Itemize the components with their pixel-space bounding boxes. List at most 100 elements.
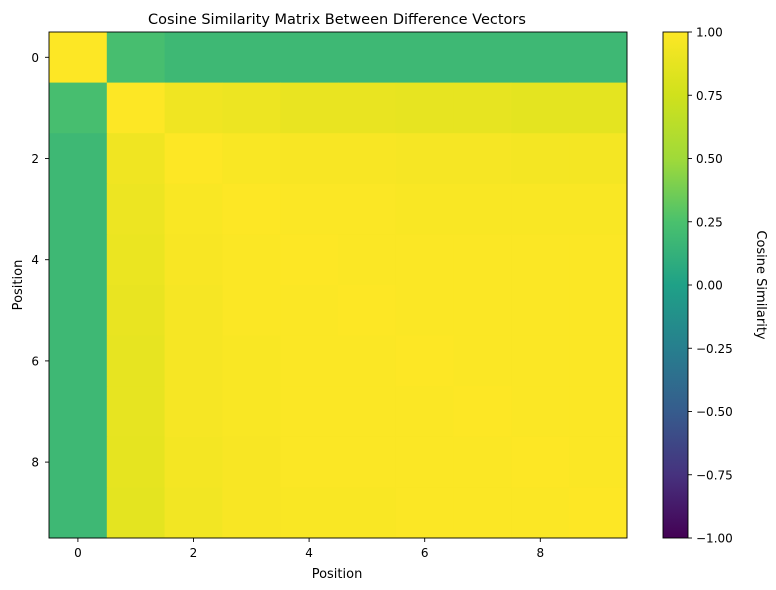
x-axis-label: Position: [312, 567, 363, 582]
x-tick-label: 2: [190, 546, 198, 560]
heatmap-cell: [49, 285, 108, 337]
colorbar-tick-label: −1.00: [696, 532, 733, 546]
plot-frame: [48, 31, 628, 539]
colorbar: [662, 31, 689, 539]
heatmap-cell: [338, 82, 397, 134]
heatmap-cell: [453, 436, 512, 488]
heatmap-cell: [49, 133, 108, 185]
heatmap-cell: [453, 133, 512, 185]
heatmap-cell: [395, 234, 455, 286]
heatmap-cell: [569, 133, 628, 185]
heatmap-cell: [49, 82, 108, 134]
heatmap-cell: [395, 183, 455, 235]
heatmap-cell: [106, 183, 166, 235]
x-axis-ticks: 0 2 4 6 8: [74, 538, 544, 560]
y-axis-ticks: 0 2 4 6 8: [31, 51, 49, 470]
heatmap-cell: [338, 234, 397, 286]
heatmap-cell: [569, 32, 628, 84]
heatmap-cell: [49, 335, 108, 387]
heatmap-cell: [222, 133, 281, 185]
heatmap-cell: [280, 32, 339, 84]
heatmap-cell: [395, 285, 455, 337]
chart-title: Cosine Similarity Matrix Between Differe…: [148, 12, 526, 28]
heatmap-cell: [569, 487, 628, 539]
heatmap-cell: [511, 234, 570, 286]
heatmap-cell: [106, 32, 166, 84]
colorbar-ticks: 1.00 0.75 0.50 0.25 0.00 −0.25 −0.50 −0.75 −1.00: [688, 26, 733, 546]
heatmap-cell: [395, 32, 455, 84]
heatmap-cell: [280, 436, 339, 488]
heatmap-cell: [106, 133, 166, 185]
heatmap-cell: [569, 335, 628, 387]
heatmap-cell: [569, 183, 628, 235]
heatmap-cell: [338, 285, 397, 337]
y-tick-label: 2: [31, 152, 39, 166]
heatmap-cell: [511, 487, 570, 539]
heatmap-cell: [395, 335, 455, 387]
heatmap-cell: [164, 335, 223, 387]
heatmap-cell: [222, 386, 281, 438]
heatmap-cell: [395, 133, 455, 185]
x-tick-label: 4: [305, 546, 313, 560]
heatmap-cell: [106, 335, 166, 387]
heatmap-cell: [453, 487, 512, 539]
colorbar-tick-label: 0.50: [696, 152, 723, 166]
colorbar-label: Cosine Similarity: [753, 230, 768, 340]
heatmap-cell: [49, 487, 108, 539]
heatmap-cell: [49, 183, 108, 235]
heatmap-cell: [49, 436, 108, 488]
x-tick-label: 8: [536, 546, 544, 560]
heatmap-cell: [569, 436, 628, 488]
heatmap-cell: [280, 183, 339, 235]
heatmap-cell: [222, 234, 281, 286]
heatmap-cell: [511, 285, 570, 337]
colorbar-tick-label: −0.50: [696, 405, 733, 419]
heatmap-cell: [395, 487, 455, 539]
heatmap-cell: [511, 32, 570, 84]
heatmap-cell: [338, 32, 397, 84]
heatmap-cell: [106, 386, 166, 438]
heatmap-cell: [453, 285, 512, 337]
heatmap-cells: [49, 32, 628, 539]
y-axis-label: Position: [11, 260, 26, 311]
heatmap-cell: [49, 234, 108, 286]
heatmap-cell: [164, 183, 223, 235]
heatmap-cell: [164, 133, 223, 185]
heatmap-cell: [338, 335, 397, 387]
heatmap-cell: [511, 335, 570, 387]
heatmap-cell: [164, 234, 223, 286]
x-tick-label: 0: [74, 546, 82, 560]
y-tick-label: 6: [31, 354, 39, 368]
colorbar-tick-label: 1.00: [696, 26, 723, 40]
heatmap-cell: [222, 436, 281, 488]
heatmap-cell: [338, 133, 397, 185]
heatmap-cell: [164, 82, 223, 134]
heatmap-cell: [222, 32, 281, 84]
heatmap-cell: [106, 436, 166, 488]
heatmap-cell: [453, 335, 512, 387]
heatmap-cell: [222, 183, 281, 235]
x-tick-label: 6: [421, 546, 429, 560]
heatmap-cell: [338, 386, 397, 438]
heatmap-cell: [511, 82, 570, 134]
heatmap-cell: [106, 82, 166, 134]
heatmap-cell: [222, 285, 281, 337]
heatmap-cell: [164, 386, 223, 438]
heatmap-cell: [569, 285, 628, 337]
heatmap-cell: [280, 133, 339, 185]
heatmap-cell: [106, 285, 166, 337]
heatmap-cell: [395, 386, 455, 438]
heatmap-cell: [280, 386, 339, 438]
heatmap-cell: [49, 386, 108, 438]
heatmap-cell: [338, 487, 397, 539]
heatmap-cell: [453, 234, 512, 286]
heatmap-cell: [453, 82, 512, 134]
heatmap-cell: [338, 183, 397, 235]
heatmap-cell: [49, 32, 108, 84]
colorbar-tick-label: −0.25: [696, 342, 733, 356]
heatmap-cell: [569, 82, 628, 134]
heatmap-cell: [280, 285, 339, 337]
heatmap-cell: [164, 32, 223, 84]
colorbar-tick-label: 0.75: [696, 89, 723, 103]
heatmap-cell: [511, 386, 570, 438]
